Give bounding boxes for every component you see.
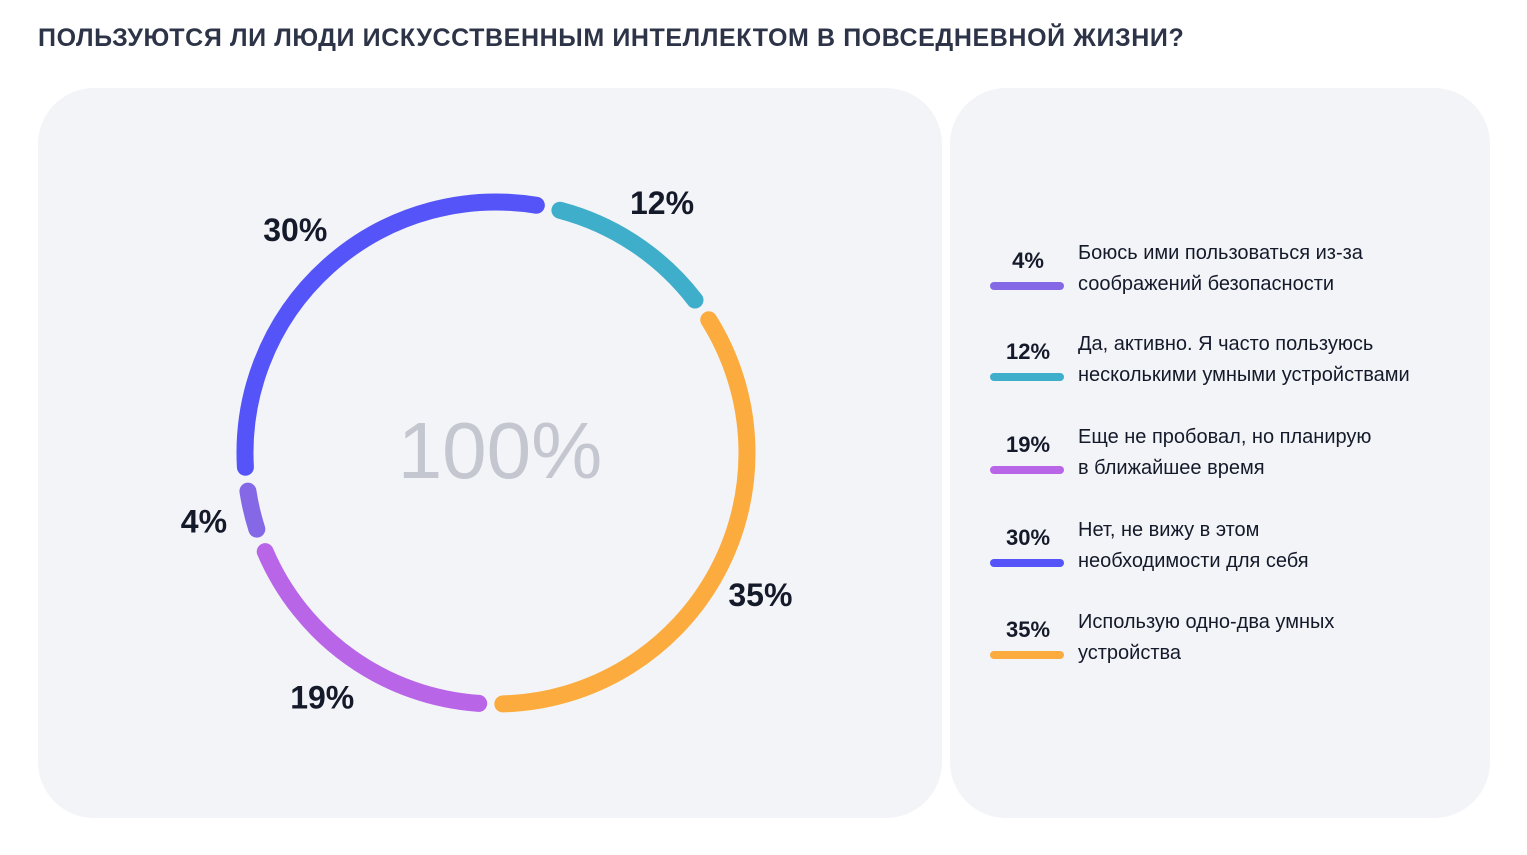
slice-label-active: 12% xyxy=(630,185,694,221)
legend-pct: 30% xyxy=(1005,525,1051,550)
legend-label-line: Боюсь ими пользоваться из-за xyxy=(1078,242,1363,264)
legend-panel: 4% Боюсь ими пользоваться из-за соображе… xyxy=(950,88,1490,818)
donut-slice-one-two xyxy=(494,311,756,713)
legend-swatch xyxy=(990,559,1064,567)
legend-item-one-two: 35% Использую одно-два умных устройства xyxy=(990,607,1490,677)
donut-slice-active xyxy=(551,201,704,309)
slice-label-security: 4% xyxy=(181,504,227,540)
legend-label-line: Использую одно-два умных xyxy=(1078,611,1335,633)
legend-swatch xyxy=(990,282,1064,290)
legend-label-line: в ближайшее время xyxy=(1078,457,1265,479)
legend-swatch xyxy=(990,466,1064,474)
chart-title: ПОЛЬЗУЮТСЯ ЛИ ЛЮДИ ИСКУССТВЕННЫМ ИНТЕЛЛЕ… xyxy=(38,24,1185,52)
legend-label-line: устройства xyxy=(1078,642,1182,664)
legend-label: Еще не пробовал, но планирую в ближайшее… xyxy=(1078,422,1478,484)
legend-item-active: 12% Да, активно. Я часто пользуюсь неско… xyxy=(990,329,1490,399)
legend-swatch xyxy=(990,651,1064,659)
slice-label-one-two: 35% xyxy=(728,577,792,613)
legend-label: Нет, не вижу в этом необходимости для се… xyxy=(1078,515,1478,577)
donut-slice-planning xyxy=(256,543,488,712)
slice-label-planning: 19% xyxy=(290,680,354,716)
legend-pct: 12% xyxy=(1005,339,1051,364)
legend-label-line: несколькими умными устройствами xyxy=(1078,364,1410,386)
donut-slices: 12% 35% 19% 4% 30% xyxy=(181,185,793,715)
donut-slice-no-need xyxy=(236,193,545,476)
legend-item-no-need: 30% Нет, не вижу в этом необходимости дл… xyxy=(990,515,1490,585)
legend-label-line: Нет, не вижу в этом xyxy=(1078,519,1260,541)
legend-label: Боюсь ими пользоваться из-за соображений… xyxy=(1078,238,1478,300)
legend-label-line: необходимости для себя xyxy=(1078,550,1309,572)
legend-pct: 35% xyxy=(1005,617,1051,642)
legend-label: Использую одно-два умных устройства xyxy=(1078,607,1478,669)
legend-label: Да, активно. Я часто пользуюсь нескольки… xyxy=(1078,329,1478,391)
legend-label-line: соображений безопасности xyxy=(1078,273,1335,295)
legend-item-planning: 19% Еще не пробовал, но планирую в ближа… xyxy=(990,422,1490,492)
legend-pct: 19% xyxy=(1005,432,1051,457)
legend-pct: 4% xyxy=(1012,248,1044,273)
donut-center-total: 100% xyxy=(398,406,603,495)
legend-label-line: Еще не пробовал, но планирую xyxy=(1078,426,1372,448)
legend-swatch xyxy=(990,373,1064,381)
legend-label-line: Да, активно. Я часто пользуюсь xyxy=(1078,333,1374,355)
slice-label-no-need: 30% xyxy=(263,212,327,248)
donut-slice-security xyxy=(239,482,266,538)
legend-item-security: 4% Боюсь ими пользоваться из-за соображе… xyxy=(990,238,1490,308)
